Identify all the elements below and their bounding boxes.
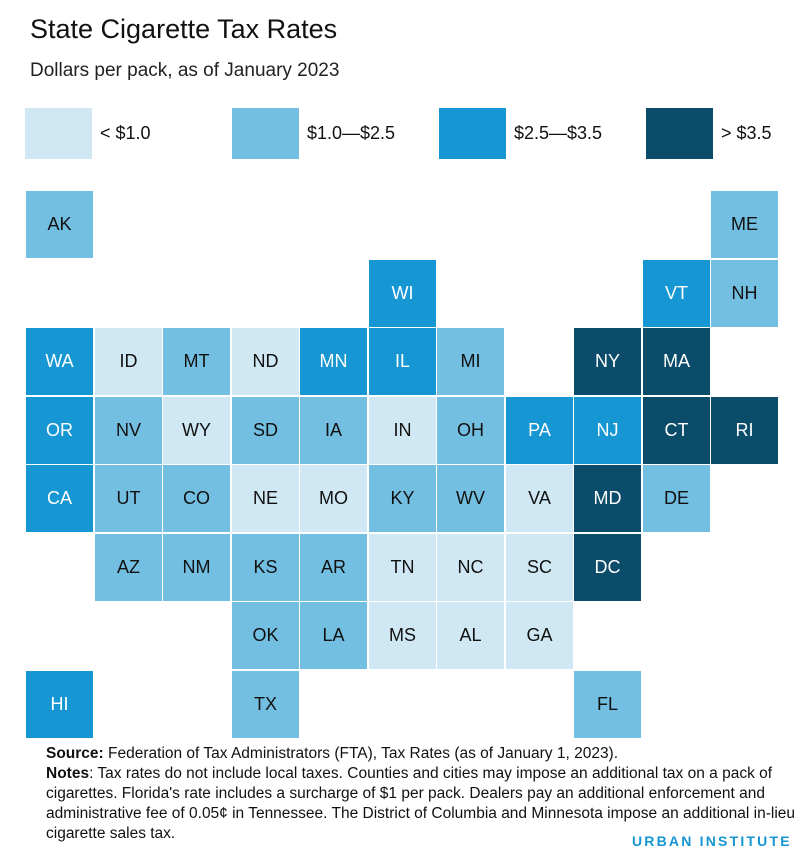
legend-item-1to25: $1.0—$2.5 [232, 108, 395, 159]
state-tile-dc: DC [574, 534, 641, 601]
source-label: Source: [46, 745, 104, 762]
state-tile-hi: HI [26, 671, 93, 738]
state-tile-wi: WI [369, 260, 436, 327]
state-tile-va: VA [506, 465, 573, 532]
state-tile-mn: MN [300, 328, 367, 395]
state-tile-pa: PA [506, 397, 573, 464]
legend-label: $2.5—$3.5 [514, 123, 603, 143]
legend-swatch [232, 108, 299, 159]
state-tile-il: IL [369, 328, 436, 395]
source-line: Source: Federation of Tax Administrators… [46, 744, 796, 764]
state-tile-me: ME [711, 191, 778, 258]
legend-label: > $3.5 [721, 123, 772, 143]
state-tile-ks: KS [232, 534, 299, 601]
state-tile-sc: SC [506, 534, 573, 601]
legend-label: < $1.0 [100, 123, 151, 143]
legend-item-25to35: $2.5—$3.5 [439, 108, 602, 159]
state-tile-ok: OK [232, 602, 299, 669]
legend-item-gt35: > $3.5 [646, 108, 772, 159]
state-tile-de: DE [643, 465, 710, 532]
footer-notes: Source: Federation of Tax Administrators… [46, 744, 796, 844]
legend-item-lt1: < $1.0 [25, 108, 151, 159]
notes-text: : Tax rates do not include local taxes. … [46, 765, 796, 842]
state-tile-tx: TX [232, 671, 299, 738]
state-tile-in: IN [369, 397, 436, 464]
state-tile-ne: NE [232, 465, 299, 532]
chart-title: State Cigarette Tax Rates [30, 14, 338, 44]
state-tile-nj: NJ [574, 397, 641, 464]
notes-line: Notes: Tax rates do not include local ta… [46, 764, 796, 844]
state-tile-mi: MI [437, 328, 504, 395]
legend-label: $1.0—$2.5 [307, 123, 396, 143]
legend-swatch [646, 108, 713, 159]
state-tile-id: ID [95, 328, 162, 395]
legend-swatch [25, 108, 92, 159]
state-tile-wv: WV [437, 465, 504, 532]
state-tile-nh: NH [711, 260, 778, 327]
state-tile-tn: TN [369, 534, 436, 601]
state-tile-nc: NC [437, 534, 504, 601]
state-tile-wa: WA [26, 328, 93, 395]
state-tile-ny: NY [574, 328, 641, 395]
state-tile-ky: KY [369, 465, 436, 532]
source-text: Federation of Tax Administrators (FTA), … [103, 745, 619, 762]
state-tile-md: MD [574, 465, 641, 532]
state-tile-nm: NM [163, 534, 230, 601]
state-tile-az: AZ [95, 534, 162, 601]
state-tile-ca: CA [26, 465, 93, 532]
urban-institute-logo: URBAN INSTITUTE [632, 833, 792, 849]
state-tile-fl: FL [574, 671, 641, 738]
state-tile-oh: OH [437, 397, 504, 464]
state-tile-ia: IA [300, 397, 367, 464]
notes-label: Notes [46, 765, 90, 782]
state-tile-ut: UT [95, 465, 162, 532]
state-tile-nd: ND [232, 328, 299, 395]
state-tile-la: LA [300, 602, 367, 669]
state-tile-nv: NV [95, 397, 162, 464]
state-tile-sd: SD [232, 397, 299, 464]
state-tile-ga: GA [506, 602, 573, 669]
state-tile-mt: MT [163, 328, 230, 395]
state-tile-ms: MS [369, 602, 436, 669]
state-tile-mo: MO [300, 465, 367, 532]
state-tile-ri: RI [711, 397, 778, 464]
state-tile-ct: CT [643, 397, 710, 464]
chart-subtitle: Dollars per pack, as of January 2023 [30, 60, 340, 81]
legend-swatch [439, 108, 506, 159]
state-tile-ak: AK [26, 191, 93, 258]
state-tile-al: AL [437, 602, 504, 669]
state-tile-or: OR [26, 397, 93, 464]
state-tile-wy: WY [163, 397, 230, 464]
state-tile-vt: VT [643, 260, 710, 327]
state-tile-ma: MA [643, 328, 710, 395]
state-tile-ar: AR [300, 534, 367, 601]
state-tile-co: CO [163, 465, 230, 532]
